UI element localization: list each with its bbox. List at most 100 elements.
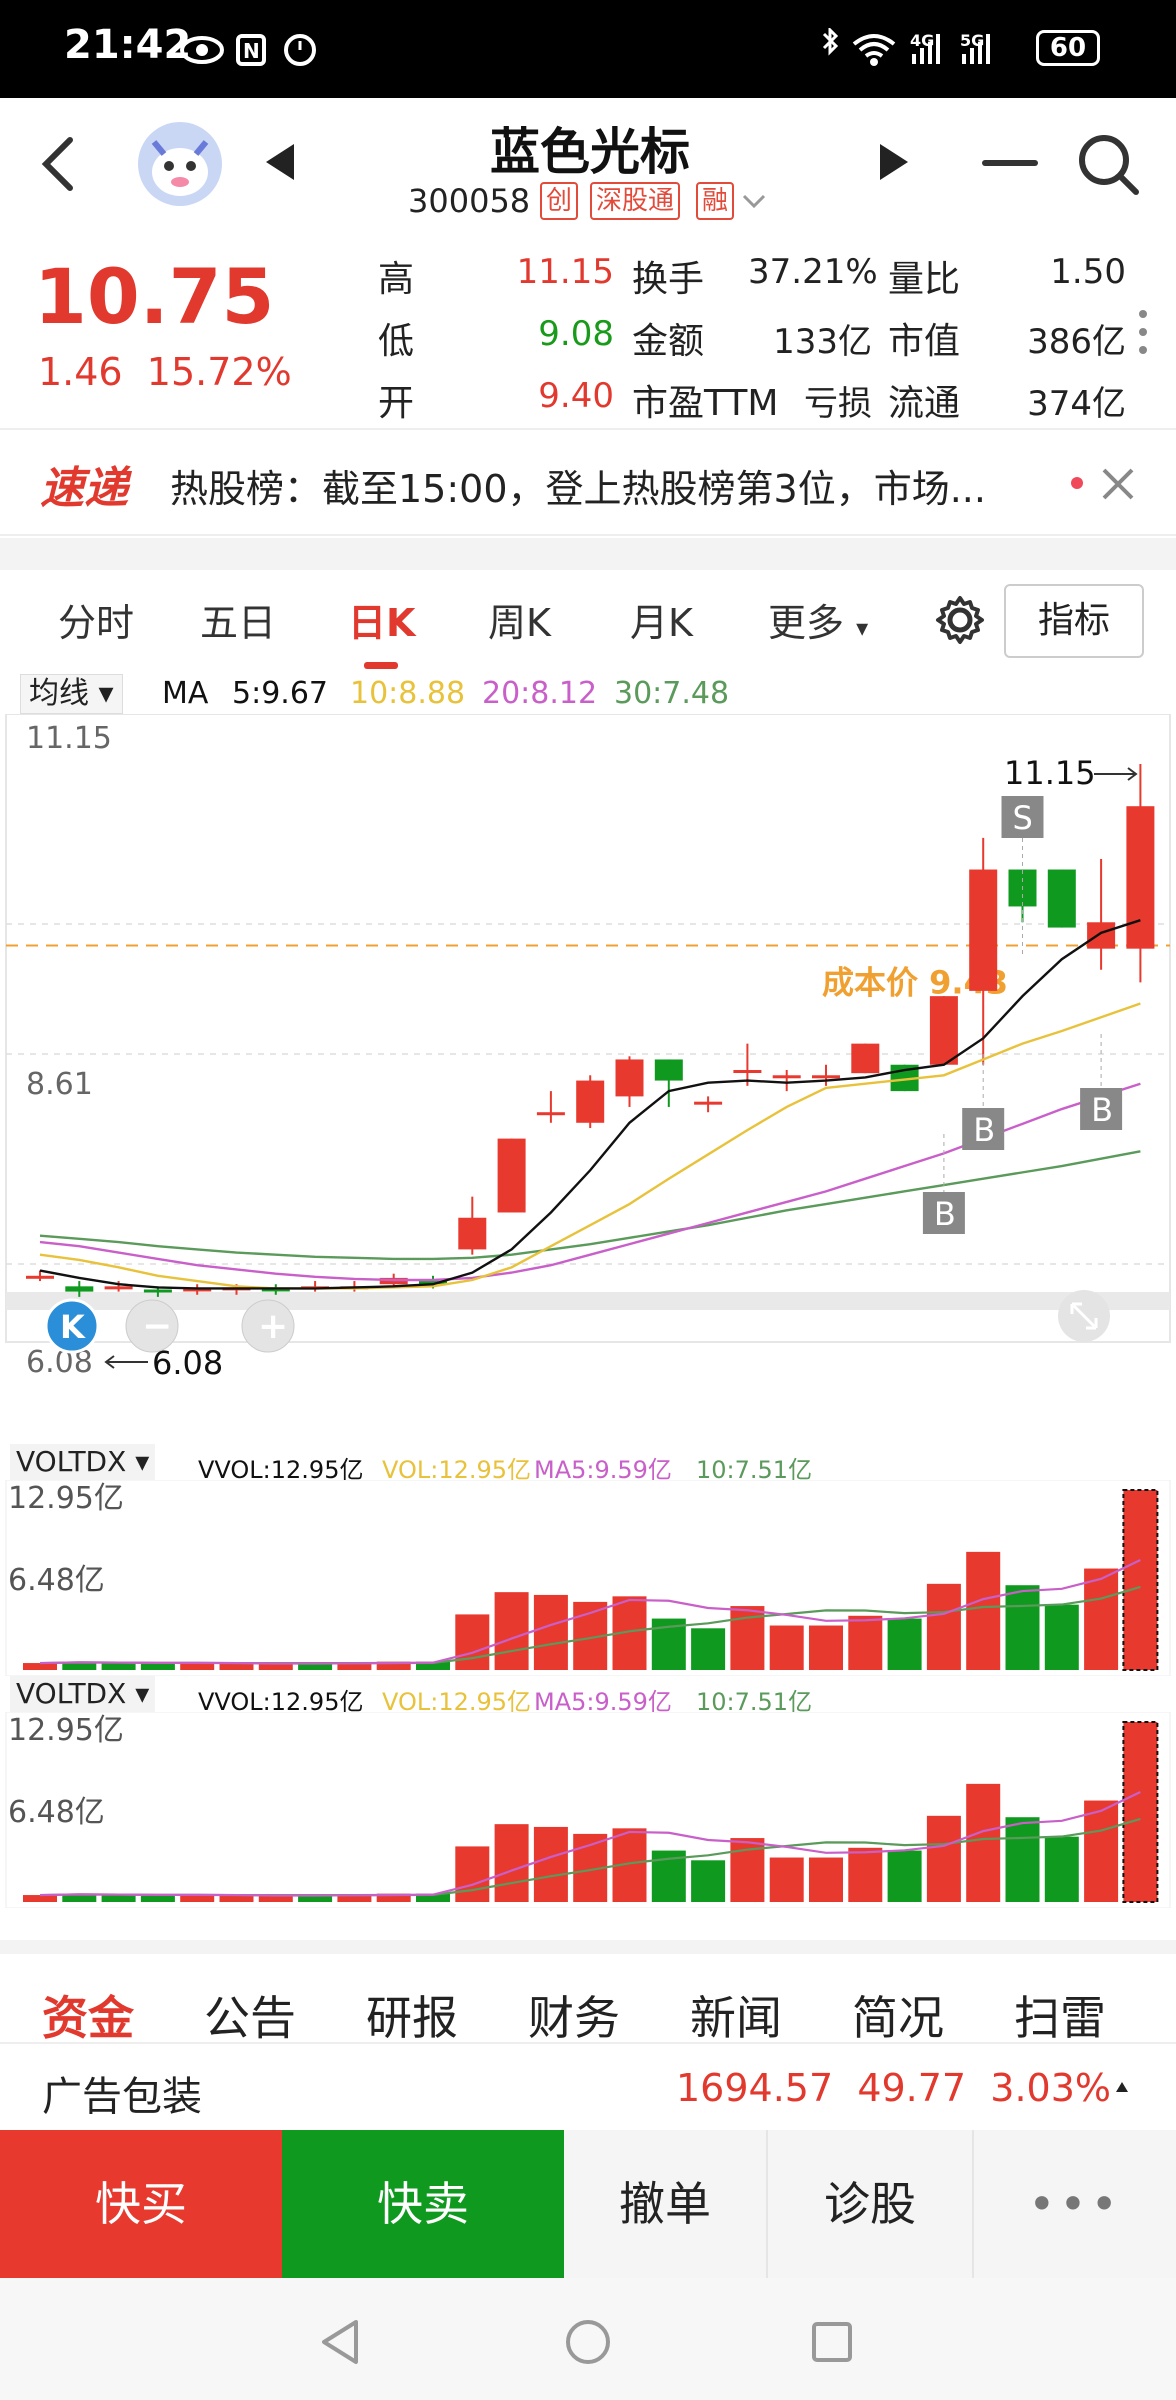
volume-bar [691, 1860, 726, 1902]
buy-marker-bg [1080, 1088, 1123, 1130]
next-stock-icon[interactable] [876, 140, 912, 184]
volume-bar [769, 1625, 804, 1670]
chevron-down-icon[interactable] [740, 192, 768, 212]
volume-bar [887, 1850, 922, 1902]
candle-body [772, 1075, 801, 1079]
volume-bar [533, 1826, 568, 1902]
vol-indicator-toggle-1[interactable]: VOLTDX ▾ [10, 1444, 156, 1480]
tab-funds[interactable]: 资金 [42, 1991, 134, 2045]
candlestick-plot[interactable]: 11.158.616.082025-11成本价 9.4311.156.08SBB… [0, 714, 1176, 1394]
ma5-label: 5:9.67 [232, 676, 328, 711]
ma20-label: 20:8.12 [482, 676, 598, 711]
candle-body [929, 996, 958, 1065]
candle-body [694, 1101, 723, 1105]
quick-sell-button[interactable]: 快卖 [282, 2130, 564, 2278]
back-icon[interactable] [36, 134, 80, 194]
ma5-line [39, 919, 1141, 1290]
volume-bar [1122, 1489, 1159, 1671]
more-vert-icon[interactable] [1138, 308, 1148, 358]
ma10-line [39, 1002, 1141, 1290]
candle-body [65, 1286, 94, 1292]
candle-body [969, 869, 998, 991]
quote-value: 9.08 [538, 314, 614, 354]
avatar[interactable] [136, 120, 224, 208]
indicator-button[interactable]: 指标 [1004, 584, 1144, 658]
volume-bar [494, 1824, 529, 1902]
quote-value: 9.40 [538, 376, 614, 416]
tag-chuang: 创 [540, 182, 579, 220]
candle-body [497, 1138, 526, 1213]
volume-bar [926, 1583, 961, 1670]
nav-home-icon[interactable] [564, 2318, 612, 2366]
tab-monthly-k[interactable]: 月K [630, 601, 693, 645]
candle-body [654, 1059, 683, 1081]
candle-body [576, 1080, 605, 1123]
nav-recents-icon[interactable] [810, 2320, 854, 2364]
news-ticker[interactable]: 速递 热股榜：截至15:00，登上热股榜第3位，市场... [0, 432, 1176, 536]
quick-buy-button[interactable]: 快买 [0, 2130, 282, 2278]
industry-quote: 1694.57 49.77 3.03% [676, 2066, 1111, 2110]
volume-bar [62, 1661, 97, 1670]
buy-marker: B [973, 1111, 995, 1149]
vol-label-2: VOL:12.95亿 [382, 1688, 532, 1716]
candle-body [615, 1059, 644, 1097]
minus-icon[interactable] [982, 158, 1038, 168]
trade-action-bar: 快买 快卖 撤单 诊股 ••• [0, 2130, 1176, 2278]
volume-bar [376, 1893, 411, 1902]
volume-bar [1044, 1836, 1079, 1902]
tab-financials[interactable]: 财务 [528, 1991, 620, 2045]
quote-label: 换手 [632, 259, 705, 300]
ma-toggle[interactable]: 均线 ▾ [20, 674, 123, 714]
tab-weekly-k[interactable]: 周K [488, 601, 551, 645]
gear-icon[interactable] [934, 594, 986, 646]
vol-axis-mid-label: 6.48亿 [8, 1795, 105, 1830]
volume-bar [258, 1663, 293, 1670]
quote-value: 374亿 [1027, 384, 1126, 424]
close-icon[interactable] [1100, 466, 1136, 502]
quote-label: 市值 [888, 321, 961, 362]
volume-bar [376, 1661, 411, 1670]
diagnose-button[interactable]: 诊股 [768, 2130, 974, 2278]
tab-intraday[interactable]: 分时 [58, 601, 135, 645]
quote-label: 低 [378, 321, 415, 362]
news-text[interactable]: 热股榜：截至15:00，登上热股榜第3位，市场... [170, 467, 986, 511]
y-axis-top-label: 11.15 [26, 721, 112, 756]
quote-label: 金额 [632, 321, 705, 362]
nav-back-icon[interactable] [318, 2318, 362, 2366]
cancel-order-button[interactable]: 撤单 [564, 2130, 768, 2278]
tab-more[interactable]: 更多 ▾ [768, 601, 869, 645]
tab-risk-scan[interactable]: 扫雷 [1014, 1991, 1106, 2045]
industry-name: 广告包装 [42, 2074, 202, 2120]
more-button[interactable]: ••• [974, 2130, 1176, 2278]
tab-daily-k[interactable]: 日K [348, 601, 416, 645]
low-marker-arrow [104, 1355, 148, 1369]
vol-axis-mid-label: 6.48亿 [8, 1563, 105, 1598]
volume-bar [1044, 1604, 1079, 1670]
chevron-up-icon[interactable] [1114, 2080, 1130, 2094]
news-badge: 速递 [40, 463, 128, 514]
prev-stock-icon[interactable] [262, 140, 298, 184]
volume-panel-1[interactable]: VOLTDX ▾ VVOL:12.95亿 VOL:12.95亿 MA5:9.59… [0, 1444, 1176, 1676]
search-icon[interactable] [1076, 132, 1140, 196]
volume-bar [416, 1661, 450, 1670]
volume-bar [23, 1663, 57, 1670]
tab-news[interactable]: 新闻 [690, 1991, 782, 2045]
tab-five-day[interactable]: 五日 [200, 601, 277, 645]
candle-body [1087, 922, 1116, 949]
k-badge-bg [44, 1298, 100, 1354]
volume-bar [1122, 1721, 1159, 1903]
vol-indicator-toggle-2[interactable]: VOLTDX ▾ [10, 1676, 156, 1712]
tab-research[interactable]: 研报 [366, 1991, 458, 2045]
volume-panel-2[interactable]: VOLTDX ▾ VVOL:12.95亿 VOL:12.95亿 MA5:9.59… [0, 1676, 1176, 1912]
signal-icons: 4G 5G [822, 28, 990, 66]
candle-body [733, 1070, 762, 1074]
tab-announcements[interactable]: 公告 [204, 1991, 296, 2045]
vol-ma10-label-2: 10:7.51亿 [696, 1688, 813, 1716]
volume-bar [966, 1783, 1001, 1902]
plot-frame [5, 714, 1171, 1343]
volume-bar [337, 1895, 372, 1902]
kline-chart[interactable]: 均线 ▾ MA 5:9.67 10:8.88 20:8.12 30:7.48 1… [0, 674, 1176, 1394]
high-marker-label: 11.15 [1004, 754, 1096, 792]
industry-row[interactable]: 广告包装 1694.57 49.77 3.03% [0, 2042, 1176, 2130]
tab-profile[interactable]: 简况 [852, 1991, 944, 2045]
